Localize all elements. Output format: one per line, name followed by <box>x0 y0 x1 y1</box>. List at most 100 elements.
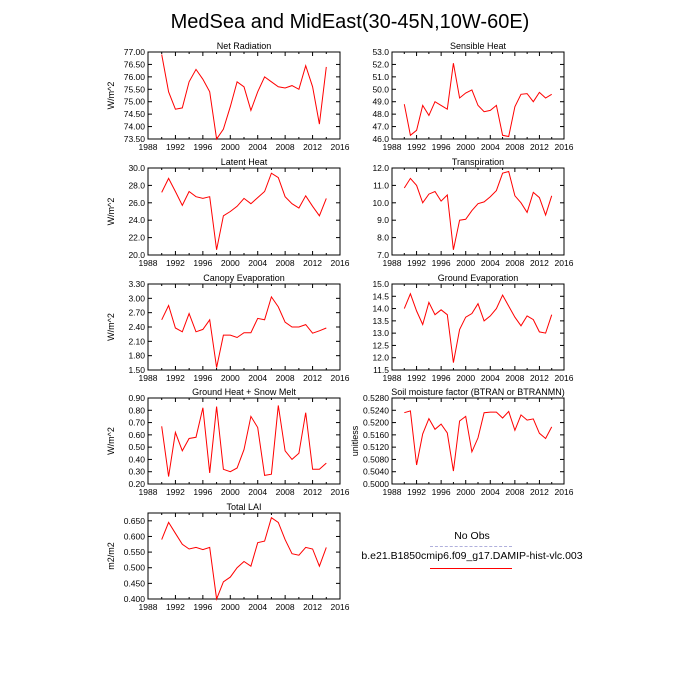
y-tick-label: 22.0 <box>128 233 145 243</box>
y-axis-label: unitless <box>350 425 360 456</box>
panel-title: Ground Heat + Snow Melt <box>192 387 296 397</box>
y-tick-label: 77.00 <box>124 47 146 57</box>
x-tick-label: 1992 <box>166 258 185 268</box>
x-tick-label: 1992 <box>166 487 185 497</box>
x-tick-label: 1992 <box>407 373 426 383</box>
x-tick-label: 2004 <box>481 142 500 152</box>
x-tick-label: 2012 <box>530 142 549 152</box>
x-tick-label: 2008 <box>505 487 524 497</box>
x-tick-label: 2012 <box>530 373 549 383</box>
legend-model-label: b.e21.B1850cmip6.f09_g17.DAMIP-hist-vlc.… <box>361 550 583 562</box>
x-tick-label: 2000 <box>456 258 475 268</box>
x-tick-label: 2016 <box>331 602 350 612</box>
y-tick-label: 0.600 <box>124 531 146 541</box>
x-tick-label: 2012 <box>303 258 322 268</box>
y-tick-label: 49.0 <box>372 97 389 107</box>
x-tick-label: 1988 <box>383 142 402 152</box>
series-line <box>404 410 553 472</box>
panel-title: Canopy Evaporation <box>203 273 285 283</box>
panel-title: Net Radiation <box>217 41 272 51</box>
panel-frame <box>391 167 565 256</box>
x-tick-label: 2004 <box>248 602 267 612</box>
x-tick-label: 1996 <box>432 258 451 268</box>
panel-title: Sensible Heat <box>450 41 507 51</box>
x-tick-label: 2016 <box>331 487 350 497</box>
x-tick-label: 2000 <box>221 487 240 497</box>
panel-title: Transpiration <box>452 157 504 167</box>
x-tick-label: 2012 <box>530 258 549 268</box>
x-tick-label: 2004 <box>248 258 267 268</box>
y-tick-label: 0.5200 <box>363 418 389 428</box>
x-tick-label: 2016 <box>331 258 350 268</box>
y-tick-label: 15.0 <box>372 279 389 289</box>
x-tick-label: 1988 <box>383 373 402 383</box>
series-line <box>161 516 327 601</box>
x-tick-label: 2012 <box>530 487 549 497</box>
x-tick-label: 2000 <box>221 142 240 152</box>
x-tick-label: 2004 <box>248 142 267 152</box>
y-tick-label: 0.5080 <box>363 454 389 464</box>
legend-obs-line <box>430 546 512 547</box>
y-tick-label: 8.0 <box>377 233 389 243</box>
x-tick-label: 2016 <box>555 487 574 497</box>
series-line <box>161 172 327 250</box>
x-tick-label: 1988 <box>139 602 158 612</box>
series-line <box>403 170 553 250</box>
x-tick-label: 1988 <box>139 258 158 268</box>
y-tick-label: 12.0 <box>372 163 389 173</box>
panel-8: Total LAI m2/m2 0.650 0.600 0.550 0.500 0.450 0… <box>106 502 350 612</box>
x-tick-label: 1996 <box>432 487 451 497</box>
y-tick-label: 20.0 <box>128 250 145 260</box>
x-tick-label: 1992 <box>166 602 185 612</box>
panel-7: Soil moisture factor (BTRAN or BTRANMN) u… <box>350 387 574 497</box>
y-tick-label: 76.00 <box>124 72 146 82</box>
y-tick-label: 0.5240 <box>363 405 389 415</box>
x-tick-label: 2004 <box>248 487 267 497</box>
y-tick-label: 53.0 <box>372 47 389 57</box>
x-tick-label: 2012 <box>303 142 322 152</box>
y-tick-label: 14.0 <box>372 304 389 314</box>
x-tick-label: 2008 <box>276 487 295 497</box>
x-tick-label: 2000 <box>221 373 240 383</box>
y-tick-label: 30.0 <box>128 163 145 173</box>
panel-5: Ground Evaporation 15.0 14.5 14.0 13.5 13.0 12… <box>372 273 573 383</box>
panel-title: Latent Heat <box>221 157 268 167</box>
y-tick-label: 52.0 <box>372 59 389 69</box>
x-tick-label: 1996 <box>193 487 212 497</box>
series-line <box>161 54 327 141</box>
y-tick-label: 7.0 <box>377 250 389 260</box>
x-tick-label: 2008 <box>276 373 295 383</box>
y-tick-label: 0.20 <box>128 479 145 489</box>
x-tick-label: 2000 <box>221 258 240 268</box>
x-tick-label: 2004 <box>481 258 500 268</box>
y-tick-label: 0.70 <box>128 418 145 428</box>
x-tick-label: 1992 <box>166 142 185 152</box>
y-tick-label: 74.00 <box>124 122 146 132</box>
y-tick-label: 3.00 <box>128 293 145 303</box>
y-tick-label: 11.0 <box>373 180 389 190</box>
y-tick-label: 10.0 <box>372 198 389 208</box>
series-line <box>161 405 327 477</box>
series-line <box>403 63 552 138</box>
y-tick-label: 0.5120 <box>363 442 389 452</box>
x-tick-label: 2008 <box>505 142 524 152</box>
panel-1: Sensible Heat 53.0 52.0 51.0 50.0 49.0 48.0 47.… <box>372 41 573 152</box>
y-tick-label: 0.50 <box>128 442 145 452</box>
panel-frame <box>147 397 341 485</box>
y-tick-label: 26.0 <box>128 198 145 208</box>
y-tick-label: 2.40 <box>128 322 145 332</box>
panel-frame <box>147 512 341 600</box>
x-tick-label: 2008 <box>276 602 295 612</box>
y-tick-label: 76.50 <box>124 59 146 69</box>
panel-4: Canopy Evaporation W/m^2 3.30 3.00 2.70 2.40 2… <box>106 273 350 383</box>
y-tick-label: 0.60 <box>128 430 145 440</box>
y-tick-label: 12.0 <box>372 353 389 363</box>
panel-frame <box>391 283 565 371</box>
x-tick-label: 1992 <box>407 487 426 497</box>
x-tick-label: 1992 <box>407 258 426 268</box>
x-tick-label: 2016 <box>331 373 350 383</box>
x-tick-label: 1996 <box>193 602 212 612</box>
panel-6: Ground Heat + Snow Melt W/m^2 0.90 0.80 0.70… <box>106 387 350 497</box>
